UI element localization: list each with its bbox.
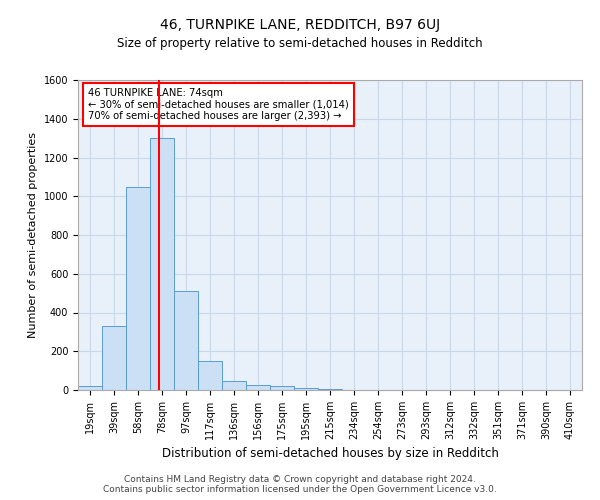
Bar (174, 291, 198, 390)
Bar (246, 385, 270, 390)
Bar (318, 389, 342, 390)
Bar (102, 326, 126, 390)
X-axis label: Distribution of semi-detached houses by size in Redditch: Distribution of semi-detached houses by … (161, 448, 499, 460)
Text: 46 TURNPIKE LANE: 74sqm
← 30% of semi-detached houses are smaller (1,014)
70% of: 46 TURNPIKE LANE: 74sqm ← 30% of semi-de… (88, 88, 349, 121)
Bar (78, 386, 102, 390)
Bar (270, 386, 294, 390)
Text: 46, TURNPIKE LANE, REDDITCH, B97 6UJ: 46, TURNPIKE LANE, REDDITCH, B97 6UJ (160, 18, 440, 32)
Bar (150, 138, 174, 390)
Bar (222, 382, 246, 390)
Bar (126, 186, 150, 390)
Text: Size of property relative to semi-detached houses in Redditch: Size of property relative to semi-detach… (117, 38, 483, 51)
Bar (294, 388, 318, 390)
Text: Contains HM Land Registry data © Crown copyright and database right 2024.
Contai: Contains HM Land Registry data © Crown c… (103, 474, 497, 494)
Y-axis label: Number of semi-detached properties: Number of semi-detached properties (28, 132, 38, 338)
Bar (198, 361, 222, 390)
